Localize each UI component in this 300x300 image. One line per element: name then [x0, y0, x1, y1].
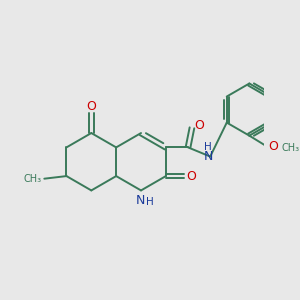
Text: O: O — [86, 100, 96, 113]
Text: CH₃: CH₃ — [282, 143, 300, 153]
Text: N: N — [136, 194, 145, 207]
Text: O: O — [187, 169, 196, 183]
Text: CH₃: CH₃ — [24, 174, 42, 184]
Text: H: H — [204, 142, 212, 152]
Text: H: H — [146, 197, 154, 207]
Text: N: N — [203, 150, 213, 163]
Text: O: O — [269, 140, 278, 153]
Text: O: O — [194, 119, 204, 132]
